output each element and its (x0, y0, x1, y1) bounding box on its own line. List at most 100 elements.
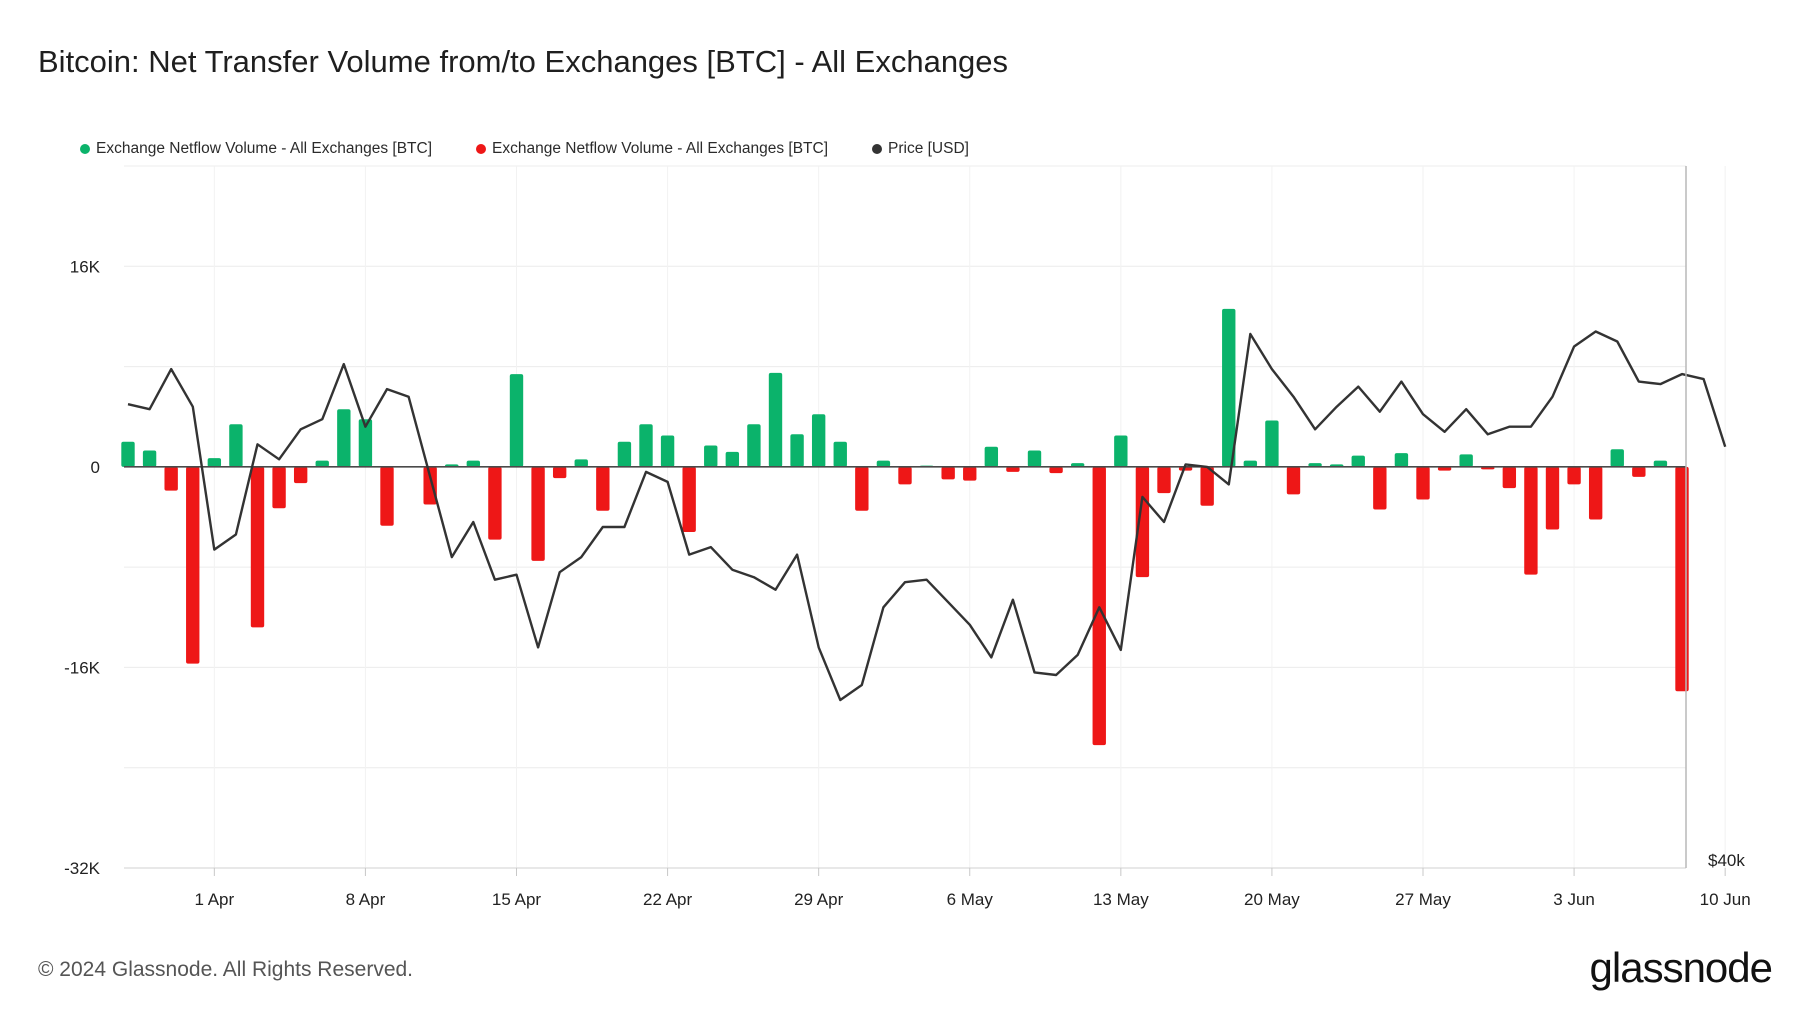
netflow-bar (1286, 466, 1301, 495)
netflow-bar (876, 460, 891, 467)
netflow-bar (941, 466, 955, 480)
netflow-bar (1459, 454, 1473, 467)
legend-item-netflow-positive[interactable]: Exchange Netflow Volume - All Exchanges … (80, 140, 432, 158)
y-tick-label: -32K (64, 859, 101, 878)
netflow-bar (1416, 466, 1430, 500)
copyright-footer: © 2024 Glassnode. All Rights Reserved. (38, 958, 414, 981)
netflow-bar (337, 409, 351, 467)
netflow-bar (963, 466, 977, 481)
netflow-bar (1502, 466, 1517, 489)
netflow-bar (1524, 466, 1538, 575)
netflow-bar (1394, 453, 1409, 467)
netflow-bar (142, 450, 157, 467)
netflow-bar (725, 451, 740, 467)
netflow-bar (186, 466, 200, 664)
x-tick-label: 15 Apr (492, 890, 541, 909)
netflow-bar (164, 466, 178, 491)
netflow-bar (1545, 466, 1560, 530)
legend-label: Exchange Netflow Volume - All Exchanges … (96, 140, 432, 157)
netflow-bar (1437, 466, 1452, 471)
netflow-bar (790, 434, 804, 467)
x-tick-label: 22 Apr (643, 890, 692, 909)
grid-layer (124, 165, 1726, 868)
netflow-bar (1373, 466, 1387, 510)
y-tick-label: 0 (91, 458, 100, 477)
legend-dot-black-icon (872, 144, 882, 154)
netflow-bar (1114, 435, 1128, 467)
netflow-bar (1157, 466, 1171, 494)
netflow-bar (1135, 466, 1150, 578)
netflow-bar (1178, 466, 1193, 471)
netflow-bar (358, 419, 373, 467)
y-tick-label: 16K (70, 257, 101, 276)
netflow-bar (531, 466, 545, 561)
netflow-bar (1049, 466, 1063, 474)
netflow-bar (747, 424, 761, 467)
netflow-bar (617, 441, 632, 467)
legend-label: Exchange Netflow Volume - All Exchanges … (492, 140, 828, 157)
netflow-bar (682, 466, 696, 533)
netflow-bar (1092, 466, 1106, 746)
netflow-bar (1070, 463, 1085, 467)
legend-label: Price [USD] (888, 140, 969, 157)
netflow-bar (250, 466, 265, 628)
netflow-bar (1200, 466, 1214, 506)
netflow-bar (509, 374, 524, 467)
x-tick-label: 8 Apr (346, 890, 386, 909)
netflow-bar (596, 466, 610, 511)
netflow-bar (984, 446, 999, 467)
netflow-bar (811, 414, 826, 467)
netflow-bar (1653, 460, 1668, 467)
netflow-bar (121, 441, 135, 467)
netflow-bar (488, 466, 502, 540)
netflow-bar (552, 466, 567, 479)
legend-item-netflow-negative[interactable]: Exchange Netflow Volume - All Exchanges … (476, 140, 828, 158)
netflow-bar (660, 435, 675, 467)
price-line-layer (127, 330, 1727, 702)
netflow-bar (315, 460, 329, 467)
netflow-bar (855, 466, 869, 511)
netflow-bar (1632, 466, 1646, 477)
y-tick-label: -16K (64, 658, 101, 677)
price-line (127, 330, 1727, 702)
netflow-bar (380, 466, 394, 526)
y-right-tick-label: $40k (1708, 851, 1745, 870)
netflow-bar (229, 424, 243, 467)
netflow-bar (1222, 308, 1236, 467)
netflow-bar (1006, 466, 1020, 472)
legend-dot-red-icon (476, 144, 486, 154)
x-tick-label: 1 Apr (194, 890, 234, 909)
x-tick-label: 29 Apr (794, 890, 843, 909)
netflow-bar (272, 466, 286, 509)
netflow-bar (768, 372, 783, 467)
netflow-bar (704, 445, 718, 467)
netflow-bar (466, 460, 481, 467)
netflow-bar (574, 459, 588, 467)
legend-item-price[interactable]: Price [USD] (872, 140, 969, 158)
legend: Exchange Netflow Volume - All Exchanges … (80, 140, 969, 158)
netflow-bar (293, 466, 308, 484)
x-tick-label: 20 May (1244, 890, 1300, 909)
axis-layer: 1 Apr 8 Apr 15 Apr 22 Apr 29 Apr 6 May 13 May 2… (64, 166, 1751, 909)
netflow-bar (639, 424, 653, 467)
x-tick-label: 13 May (1093, 890, 1149, 909)
x-tick-label: 3 Jun (1553, 890, 1595, 909)
netflow-bar (1027, 450, 1042, 467)
x-tick-label: 27 May (1395, 890, 1451, 909)
chart-title: Bitcoin: Net Transfer Volume from/to Exc… (38, 44, 1009, 79)
netflow-bar (833, 441, 847, 467)
netflow-bar (1567, 466, 1581, 485)
glassnode-logo: glassnode (1589, 944, 1773, 991)
netflow-bar (898, 466, 912, 485)
netflow-bar (423, 466, 437, 505)
x-tick-label: 6 May (947, 890, 994, 909)
netflow-bar (1243, 460, 1258, 467)
netflow-bar (207, 458, 222, 467)
legend-dot-green-icon (80, 144, 90, 154)
netflow-bar (1351, 455, 1365, 467)
netflow-bar (1308, 463, 1322, 467)
netflow-bar (1265, 420, 1279, 467)
bar-layer (121, 308, 1689, 746)
x-tick-label: 10 Jun (1700, 890, 1751, 909)
